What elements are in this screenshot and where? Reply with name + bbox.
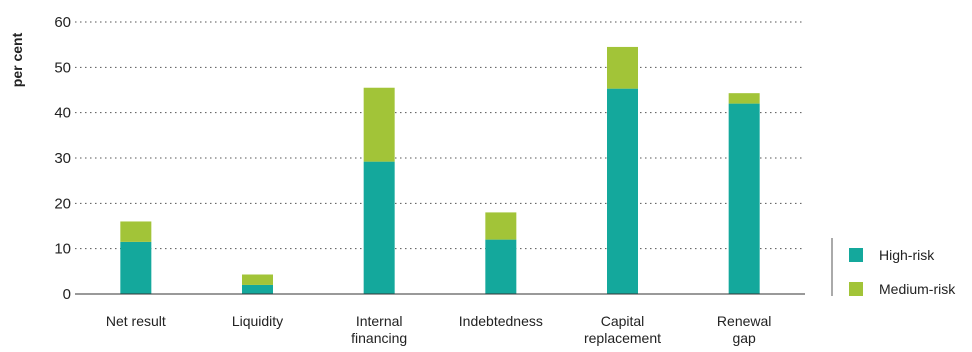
y-axis-label: per cent [9, 32, 25, 87]
bar-high-risk [363, 161, 395, 294]
y-tick-label: 30 [54, 150, 71, 167]
x-category-label-line: financing [351, 330, 407, 346]
legend-label: High-risk [879, 247, 935, 263]
x-category-label-line: Capital [601, 313, 645, 329]
bar-medium-risk [363, 87, 395, 162]
y-axis-ticks: 0 10 20 30 40 50 60 [54, 14, 71, 303]
x-axis-category-labels: Net result Liquidity Internal financing Inde… [106, 313, 772, 346]
legend-swatch [849, 282, 863, 296]
bar-medium-risk [728, 93, 760, 104]
x-category-label-line: gap [732, 330, 756, 346]
x-category-label: Capital replacement [584, 313, 661, 346]
bar-medium-risk [607, 46, 638, 89]
bars [120, 46, 760, 294]
legend: High-risk Medium-risk [831, 238, 956, 297]
bar-high-risk [242, 284, 273, 294]
x-category-label-line: Net result [106, 313, 166, 329]
x-category-label-line: Renewal [717, 313, 771, 329]
x-category-label-line: Liquidity [232, 313, 283, 329]
y-tick-label: 40 [54, 105, 71, 122]
x-category-label-line: replacement [584, 330, 661, 346]
x-category-label: Indebtedness [459, 313, 543, 329]
bar-medium-risk [242, 274, 273, 285]
x-category-label: Renewal gap [717, 313, 771, 346]
legend-label: Medium-risk [879, 281, 956, 297]
bar-high-risk [728, 103, 760, 294]
bar-medium-risk [120, 221, 152, 242]
bar-medium-risk [485, 212, 517, 240]
bar-high-risk [485, 239, 517, 294]
bar-high-risk [120, 241, 152, 294]
y-tick-label: 50 [54, 59, 71, 76]
y-tick-label: 10 [54, 241, 71, 258]
x-category-label: Net result [106, 313, 166, 329]
x-category-label: Internal financing [351, 313, 407, 346]
gridlines [75, 21, 805, 250]
bar-high-risk [607, 88, 638, 294]
y-tick-label: 20 [54, 195, 71, 212]
legend-swatch [849, 248, 863, 262]
y-tick-label: 0 [63, 286, 71, 303]
x-category-label-line: Internal [356, 313, 403, 329]
x-category-label-line: Indebtedness [459, 313, 543, 329]
x-category-label: Liquidity [232, 313, 283, 329]
y-tick-label: 60 [54, 14, 71, 31]
